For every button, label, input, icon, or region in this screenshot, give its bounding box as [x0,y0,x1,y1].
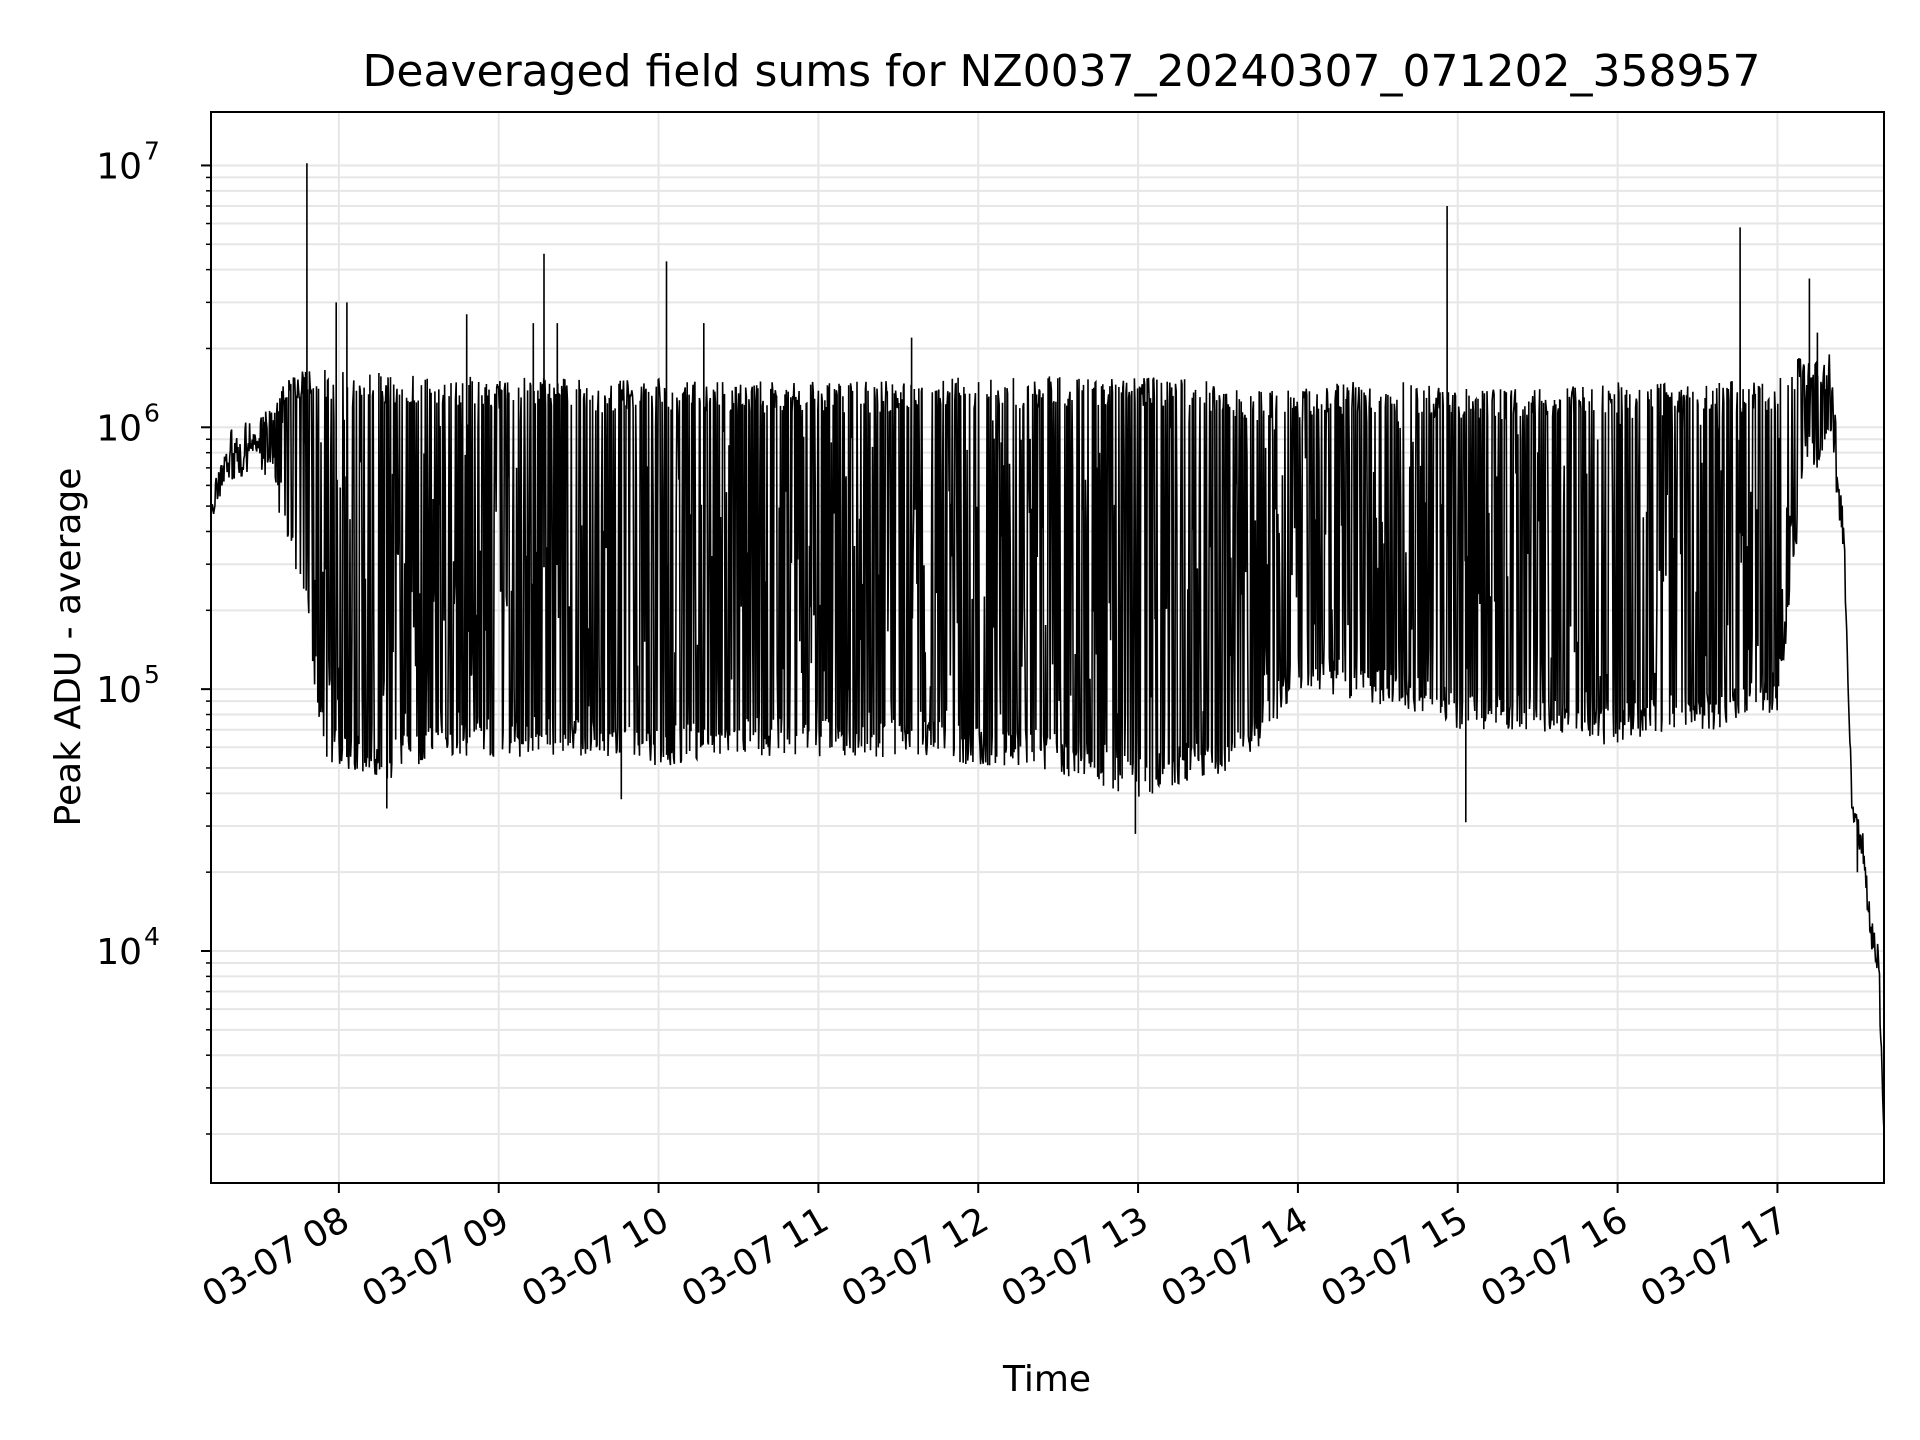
y-tick-base: 10 [96,932,142,973]
data-series [210,163,1885,1132]
x-tick-label: 03-07 16 [1474,1199,1635,1315]
y-axis-label: Peak ADU - average [48,468,89,827]
x-axis: 03-07 08 03-07 09 03-07 10 03-07 11 03-07 12… [195,1183,1795,1316]
y-tick-base: 10 [96,670,142,711]
x-axis-label: Time [1002,1359,1091,1400]
y-tick-exponent: 4 [144,922,160,951]
x-tick-label: 03-07 17 [1634,1199,1795,1315]
x-tick-label: 03-07 10 [515,1199,676,1315]
y-tick-label: 10 5 [96,660,160,711]
y-tick-base: 10 [96,408,142,449]
y-tick-exponent: 6 [144,398,160,427]
y-tick-exponent: 5 [144,660,160,689]
x-tick-label: 03-07 09 [355,1199,516,1315]
y-tick-label: 10 4 [96,922,160,973]
chart-title: Deaveraged field sums for NZ0037_2024030… [363,46,1761,97]
x-tick-label: 03-07 11 [675,1199,836,1315]
y-tick-base: 10 [96,146,142,187]
x-tick-label: 03-07 12 [835,1199,996,1315]
x-tick-label: 03-07 13 [995,1199,1156,1315]
x-tick-label: 03-07 15 [1314,1199,1475,1315]
y-tick-label: 10 7 [96,136,160,187]
plot-frame [210,111,1885,1184]
x-tick-label: 03-07 14 [1155,1199,1316,1315]
y-tick-label: 10 6 [96,398,160,449]
series-line [210,163,1885,1132]
x-tick-label: 03-07 08 [195,1199,356,1315]
y-tick-exponent: 7 [144,136,160,165]
